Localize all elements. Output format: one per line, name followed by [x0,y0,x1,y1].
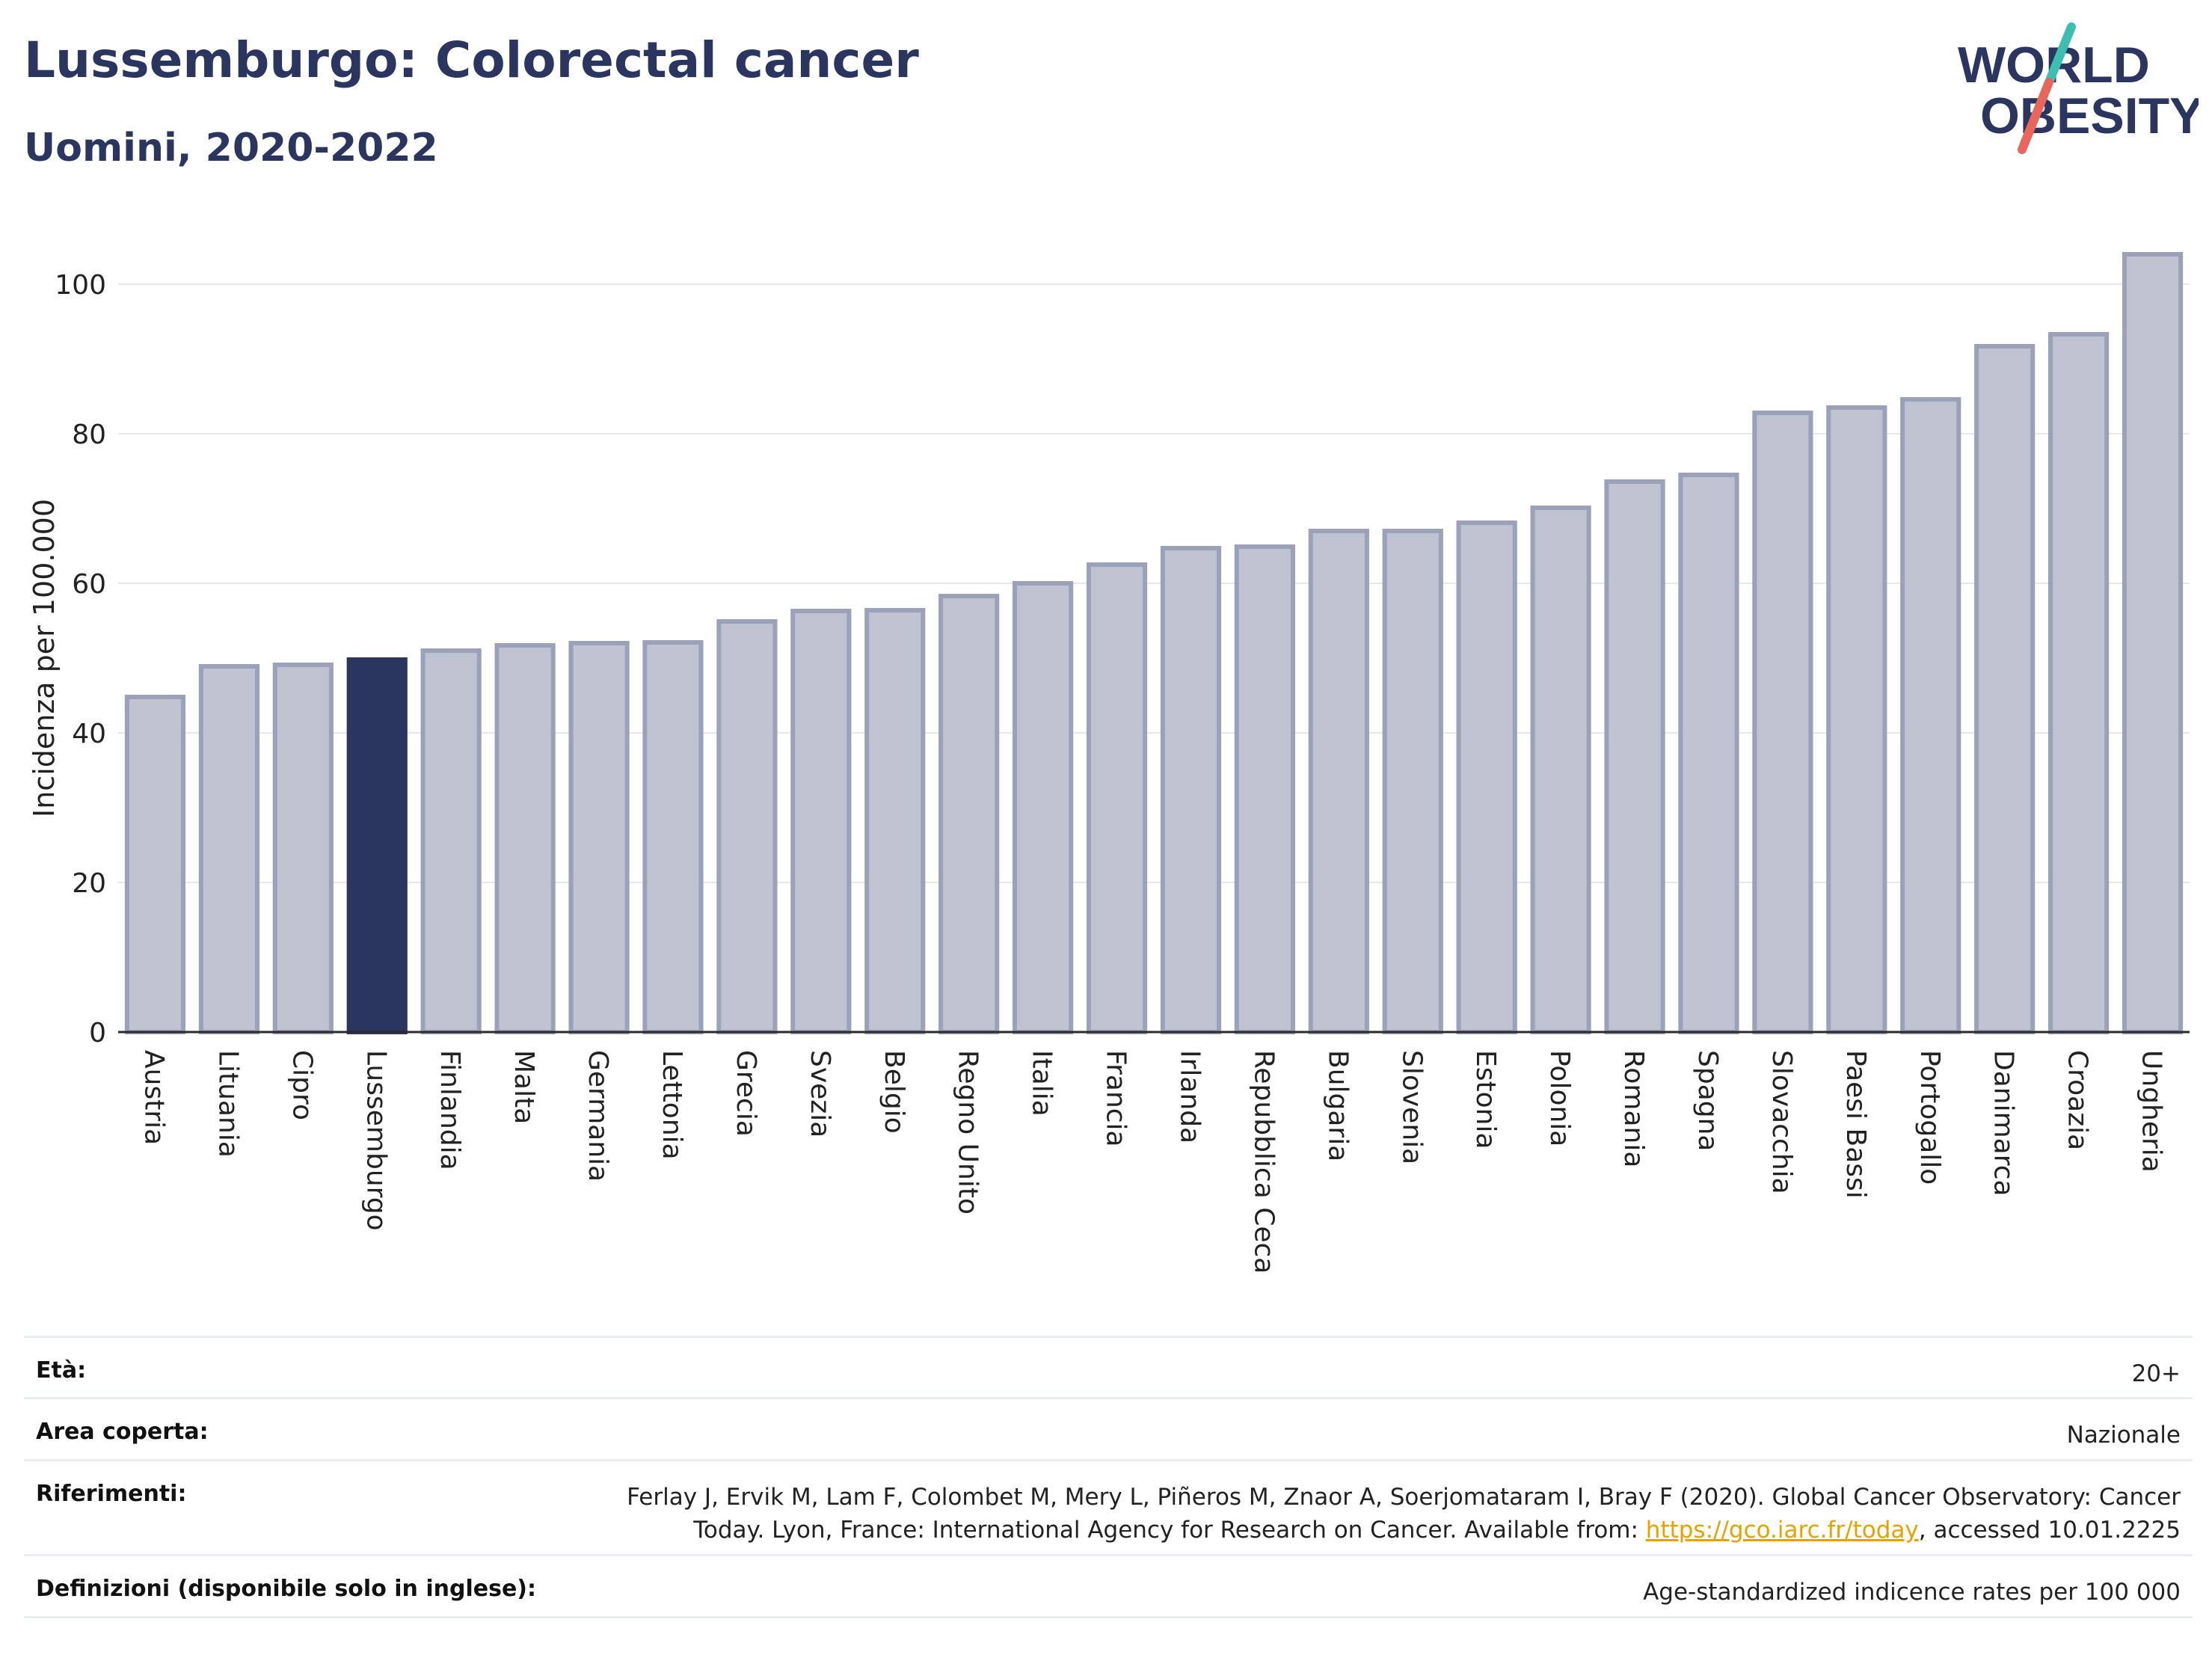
x-tick-label: Repubblica Ceca [1248,1050,1279,1274]
bar-finlandia [420,648,482,1034]
x-tick-label: Slovacchia [1766,1050,1797,1194]
info-label-age: Età: [36,1357,87,1384]
chart-title: Lussemburgo: Colorectal cancer [24,31,919,89]
x-tick-label: Ungheria [2136,1050,2167,1173]
y-tick-label: 100 [55,270,106,301]
bar-danimarca [1974,344,2036,1034]
bar-polonia [1530,506,1591,1034]
x-tick-label: Grecia [731,1050,761,1137]
chart-subtitle: Uomini, 2020-2022 [24,126,438,171]
x-tick-label: Italia [1027,1050,1057,1117]
info-label-definitions: Definizioni (disponibile solo in inglese… [36,1576,536,1602]
x-tick-label: Estonia [1470,1050,1501,1149]
bar-croazia [2048,332,2110,1034]
x-tick-label: Finlandia [434,1050,465,1170]
bar-lussemburgo [346,657,408,1034]
info-value-definitions: Age-standardized indicence rates per 100… [1643,1579,2181,1606]
bar-grecia [716,619,778,1034]
bar-cipro [272,663,334,1034]
bar-austria [124,695,186,1034]
info-value-references: Ferlay J, Ervik M, Lam F, Colombet M, Me… [573,1481,2181,1547]
x-tick-label: Lituania [212,1050,243,1158]
y-tick-label: 0 [89,1018,106,1048]
logo-slash-bottom [2018,78,2053,154]
x-tick-label: Lettonia [657,1050,687,1160]
bar-repubblica-ceca [1234,544,1295,1034]
y-tick-label: 60 [72,569,106,600]
world-obesity-logo: WORLD OBESITY [1958,22,2199,154]
logo-line-obesity: OBESITY [1980,87,2199,144]
y-tick-label: 80 [72,420,106,450]
bar-bulgaria [1308,529,1369,1034]
bar-italia [1013,581,1074,1034]
x-tick-label: Polonia [1544,1050,1575,1146]
x-tick-label: Portogallo [1914,1050,1945,1185]
info-label-area: Area coperta: [36,1419,209,1445]
bar-paesi-bassi [1826,405,1887,1034]
bar-irlanda [1160,546,1222,1034]
x-tick-label: Irlanda [1174,1050,1205,1143]
x-tick-label: Paesi Bassi [1840,1050,1871,1199]
bar-chart: 0 20 40 60 80 100 Incidenza per 100.000 Austria… [28,252,2190,1274]
bar-svezia [790,609,852,1034]
y-tick-label: 40 [72,719,106,749]
reference-text: Ferlay J, Ervik M, Lam F, Colombet M, Me… [627,1484,2181,1544]
x-tick-label: Romania [1618,1050,1649,1167]
bar-belgio [864,608,926,1034]
logo-slash-top [2044,22,2076,87]
bar-slovenia [1382,529,1443,1034]
y-tick-label: 20 [72,868,106,899]
info-table: Età: 20+ Area coperta: Nazionale Riferim… [24,1336,2193,1618]
info-row-definitions: Definizioni (disponibile solo in inglese… [24,1554,2193,1618]
bar-slovacchia [1752,411,1813,1034]
x-tick-label: Regno Unito [953,1050,983,1215]
info-value-area: Nazionale [2066,1422,2181,1449]
bar-regno-unito [938,594,1000,1034]
x-tick-label: Croazia [2062,1050,2093,1150]
bar-francia [1086,562,1148,1034]
bar-germania [568,641,630,1034]
x-tick-label: Bulgaria [1322,1050,1353,1161]
x-tick-label: Danimarca [1988,1050,2019,1197]
bar-lettonia [642,640,704,1034]
info-value-age: 20+ [2131,1360,2181,1387]
bar-romania [1604,479,1665,1034]
x-tick-label: Germania [583,1050,613,1182]
x-tick-label: Spagna [1692,1050,1723,1152]
x-tick-label: Svezia [805,1050,835,1137]
x-tick-label: Belgio [879,1050,909,1134]
bar-malta [494,643,556,1034]
reference-accessed: , accessed 10.01.2225 [1918,1517,2181,1544]
x-tick-label: Slovenia [1396,1050,1427,1164]
info-row-references: Riferimenti: Ferlay J, Ervik M, Lam F, C… [24,1459,2193,1554]
x-tick-label: Malta [509,1050,539,1124]
x-tick-label: Lussemburgo [360,1050,391,1231]
x-tick-label: Cipro [286,1050,317,1120]
x-tick-label: Austria [138,1050,169,1145]
x-tick-label: Francia [1101,1050,1131,1147]
bar-estonia [1456,521,1517,1034]
info-label-references: Riferimenti: [36,1481,187,1507]
bar-spagna [1678,473,1739,1034]
bar-lituania [198,664,259,1034]
reference-link[interactable]: https://gco.iarc.fr/today [1645,1517,1919,1544]
info-row-area: Area coperta: Nazionale [24,1397,2193,1459]
bar-portogallo [1900,397,1961,1034]
y-axis-title: Incidenza per 100.000 [28,499,61,817]
info-row-age: Età: 20+ [24,1336,2193,1397]
bar-ungheria [2122,252,2184,1034]
